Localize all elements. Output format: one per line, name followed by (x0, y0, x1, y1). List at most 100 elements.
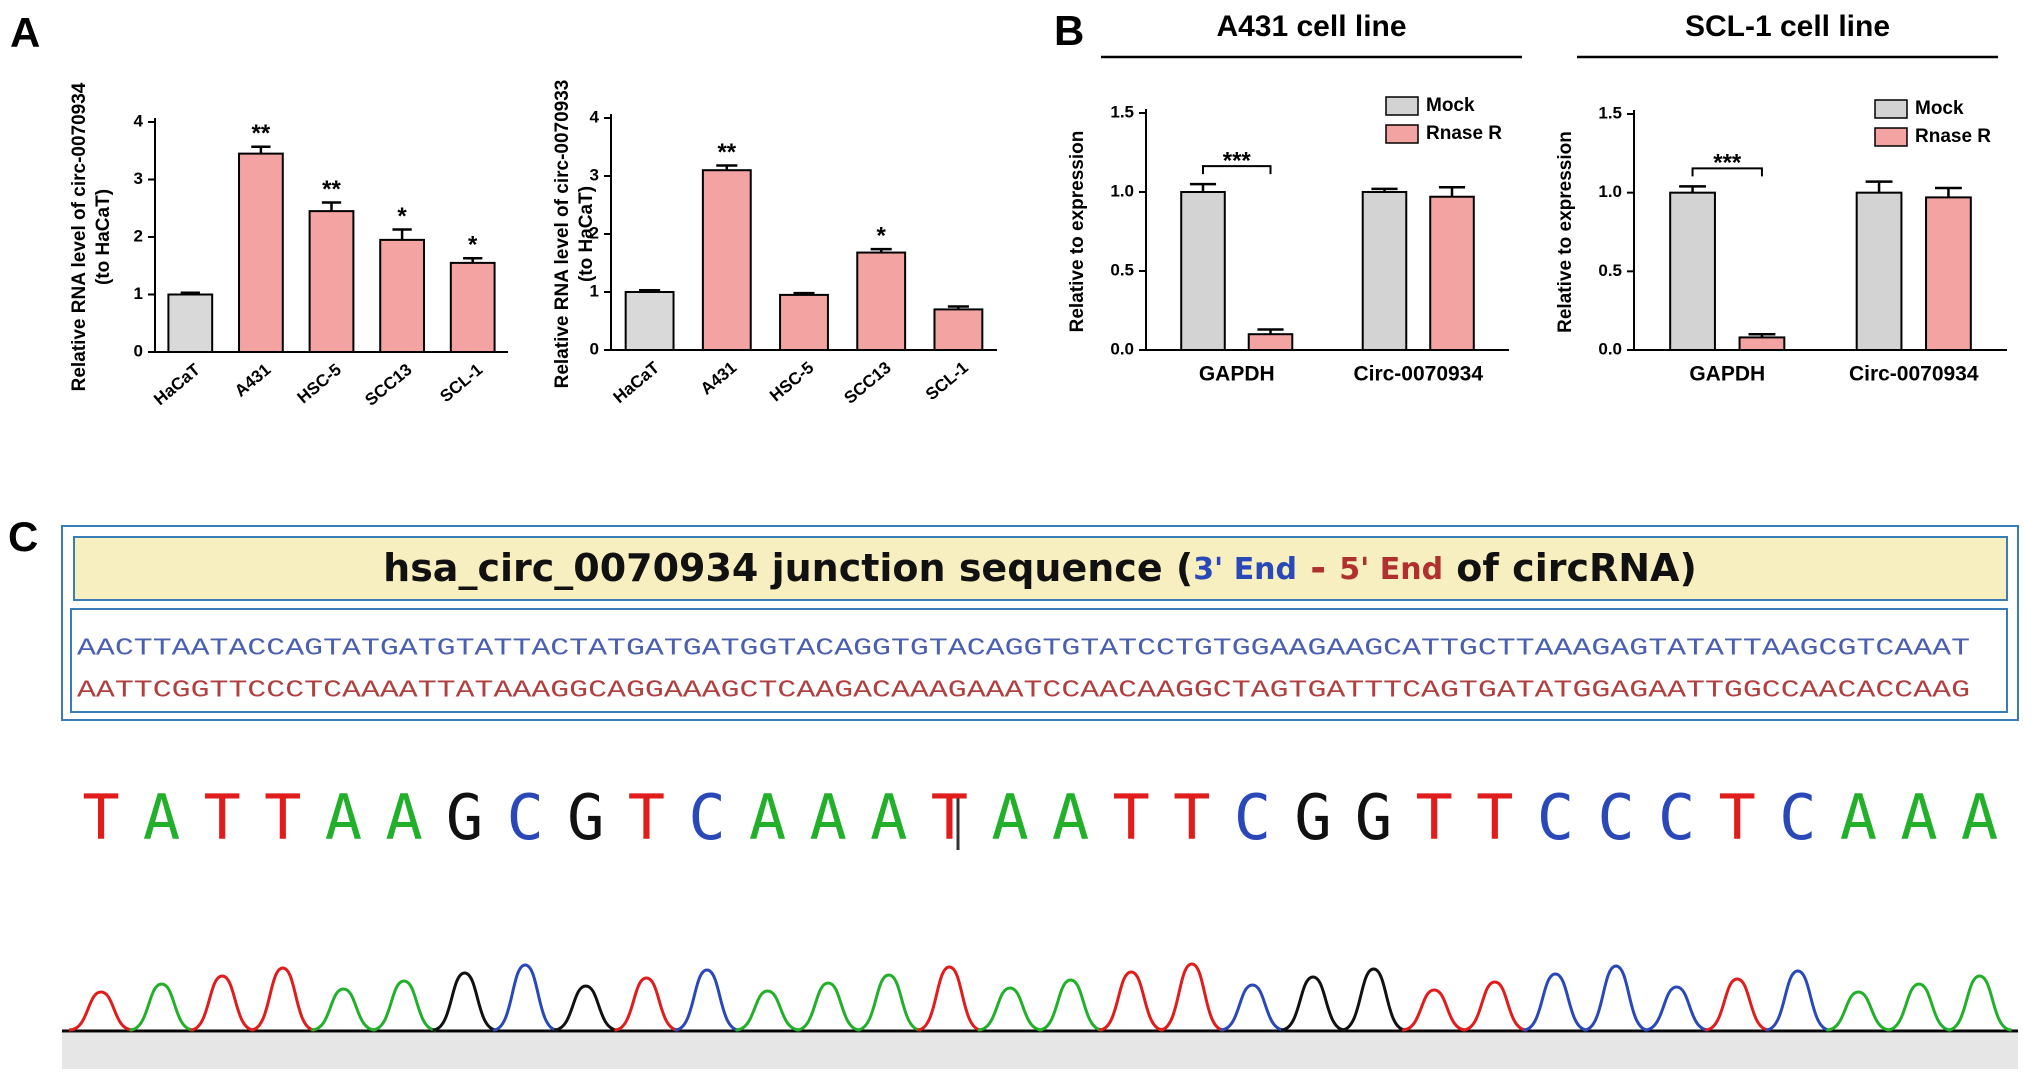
significance-label: *** (1713, 150, 1742, 177)
y-tick-label: 1 (590, 281, 599, 300)
trace-peak (795, 981, 861, 1032)
base-call: A (749, 781, 786, 854)
legend-swatch (1874, 99, 1908, 119)
trace-peak (492, 963, 558, 1032)
significance-label: ** (717, 139, 736, 166)
base-call: G (446, 781, 483, 854)
sequence-frame (61, 525, 2019, 721)
legend-label: Mock (1915, 98, 1964, 119)
significance-label: * (468, 232, 478, 259)
error-bar (1865, 180, 1893, 193)
x-tick-label: Circ-0070934 (1849, 363, 1979, 386)
header-part: of circRNA) (1443, 546, 1697, 590)
trace-peak (1098, 970, 1164, 1032)
y-tick-label: 1 (134, 284, 143, 303)
base-call: T (204, 781, 241, 854)
bar (308, 210, 355, 353)
error-bar (321, 201, 342, 212)
y-tick-label: 2 (134, 226, 143, 245)
bar (379, 238, 425, 353)
bar (1669, 191, 1716, 351)
y-tick-label: 0.5 (1598, 261, 1622, 280)
panel-label: B (1054, 7, 1084, 54)
trace-peak (1038, 978, 1103, 1032)
base-call: A (991, 781, 1028, 854)
base-call: G (567, 781, 604, 854)
base-call: G (1294, 781, 1331, 854)
trace-peak (129, 982, 194, 1032)
y-axis-label: Relative RNA level of circ-0070934 (69, 82, 90, 391)
error-bar (392, 228, 412, 240)
y-tick-label: 3 (134, 169, 143, 188)
trace-peak (1765, 969, 1831, 1032)
legend-swatch (1385, 124, 1419, 144)
sequence-box (70, 608, 2008, 713)
chart-title: SCL-1 cell line (1685, 10, 1890, 43)
y-axis-label: (to HaCaT) (576, 186, 597, 282)
trace-peak (674, 968, 740, 1032)
trace-peak (856, 973, 922, 1032)
bar (1738, 336, 1786, 351)
sequence-line: AATTCGGTTCCCTCAAAATTATAAAGGCAGGAAAGCTCAA… (77, 677, 1970, 704)
bar (167, 293, 214, 353)
trace-strip (62, 1033, 2018, 1069)
y-tick-label: 0 (590, 339, 599, 358)
y-tick-label: 0.0 (1598, 339, 1622, 358)
bar (238, 152, 284, 353)
bar (1925, 196, 1972, 351)
base-call: T (1113, 781, 1150, 854)
x-tick-label: Circ-0070934 (1353, 363, 1483, 386)
base-call: G (1355, 781, 1392, 854)
bar (1855, 191, 1903, 351)
base-call: A (810, 781, 847, 854)
bar (701, 169, 752, 351)
trace-peak (916, 965, 982, 1032)
header-text: hsa_circ_0070934 junction sequence (3' E… (383, 546, 1697, 590)
panel-label: A (10, 9, 40, 56)
x-tick-label: GAPDH (1689, 363, 1765, 386)
error-bar (1679, 185, 1706, 193)
trace-peak (371, 979, 437, 1032)
panel-label: C (8, 513, 38, 560)
trace-peak (1462, 980, 1528, 1032)
base-call: A (1900, 781, 1937, 854)
trace-peak (68, 990, 134, 1032)
trace-peak (250, 966, 316, 1032)
significance-bracket (1201, 165, 1272, 175)
base-call: C (1234, 781, 1271, 854)
base-call: A (325, 781, 362, 854)
significance-label: ** (322, 176, 341, 203)
y-tick-label: 1.5 (1598, 103, 1622, 122)
trace-peak (1220, 983, 1285, 1032)
base-call: C (1658, 781, 1695, 854)
header-part: hsa_circ_0070934 junction sequence ( (383, 546, 1193, 590)
significance-label: * (397, 203, 407, 230)
header-part: - (1297, 546, 1339, 590)
y-axis-label: Relative to expression (1067, 131, 1088, 333)
base-call: C (1597, 781, 1634, 854)
trace-peak (1886, 982, 1952, 1032)
bar (1429, 195, 1475, 351)
error-bar (251, 145, 271, 154)
error-bar (1189, 182, 1217, 192)
bar (1361, 191, 1408, 351)
legend-swatch (1874, 127, 1908, 147)
base-call: C (688, 781, 725, 854)
base-call: A (1961, 781, 1998, 854)
trace-peak (432, 971, 497, 1032)
trace-peak (1280, 975, 1346, 1032)
y-tick-label: 4 (590, 107, 600, 126)
y-axis-label: Relative to expression (1555, 131, 1576, 333)
significance-label: * (877, 222, 887, 249)
base-call: T (1173, 781, 1210, 854)
significance-label: ** (252, 120, 271, 147)
trace-peak (1523, 972, 1588, 1032)
trace-peak (1947, 974, 2012, 1032)
header-part: 5' End (1339, 552, 1443, 587)
trace-peak (1644, 985, 1709, 1032)
y-tick-label: 0 (134, 341, 143, 360)
base-call: A (385, 781, 422, 854)
bar (1180, 191, 1226, 351)
base-call: A (1052, 781, 1089, 854)
